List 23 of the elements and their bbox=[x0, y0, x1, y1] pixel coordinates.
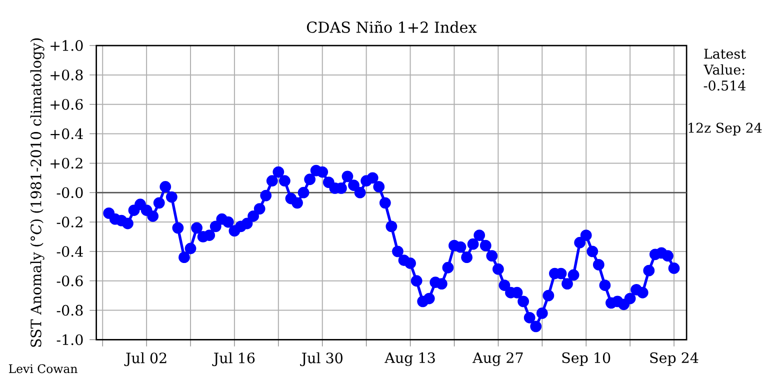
y-tick-label: +0.2 bbox=[50, 158, 82, 168]
y-tick-label: +0.8 bbox=[50, 69, 83, 80]
text: 12z Sep 24 bbox=[688, 122, 762, 136]
y-tick-label: -0.0 bbox=[56, 187, 83, 198]
x-tick-label: Jul 30 bbox=[300, 352, 342, 366]
chart-title: CDAS Niño 1+2 Index bbox=[306, 20, 477, 33]
text: Levi Cowan bbox=[8, 364, 78, 373]
y-tick-label: -0.6 bbox=[56, 275, 83, 286]
y-axis-title: SST Anomaly (°C) (1981-2010 climatology) bbox=[30, 38, 44, 347]
y-tick-label: -0.2 bbox=[56, 216, 82, 228]
x-tick-label: Sep 10 bbox=[562, 352, 610, 366]
y-tick-label: +0.6 bbox=[50, 98, 83, 110]
y-tick-label: +0.4 bbox=[50, 128, 83, 139]
x-tick-label: Aug 27 bbox=[472, 352, 523, 366]
text: Latest Value: -0.514 bbox=[704, 48, 746, 90]
x-tick-label: Jul 16 bbox=[212, 352, 255, 366]
y-tick-label: -0.4 bbox=[56, 246, 83, 257]
y-tick-label: +1.0 bbox=[50, 40, 83, 51]
x-tick-label: Jul 02 bbox=[124, 352, 166, 366]
x-tick-label: Sep 24 bbox=[650, 352, 698, 366]
y-tick-label: -1.0 bbox=[56, 334, 83, 345]
x-tick-label: Aug 13 bbox=[384, 352, 435, 366]
y-tick-label: -0.8 bbox=[56, 304, 83, 316]
